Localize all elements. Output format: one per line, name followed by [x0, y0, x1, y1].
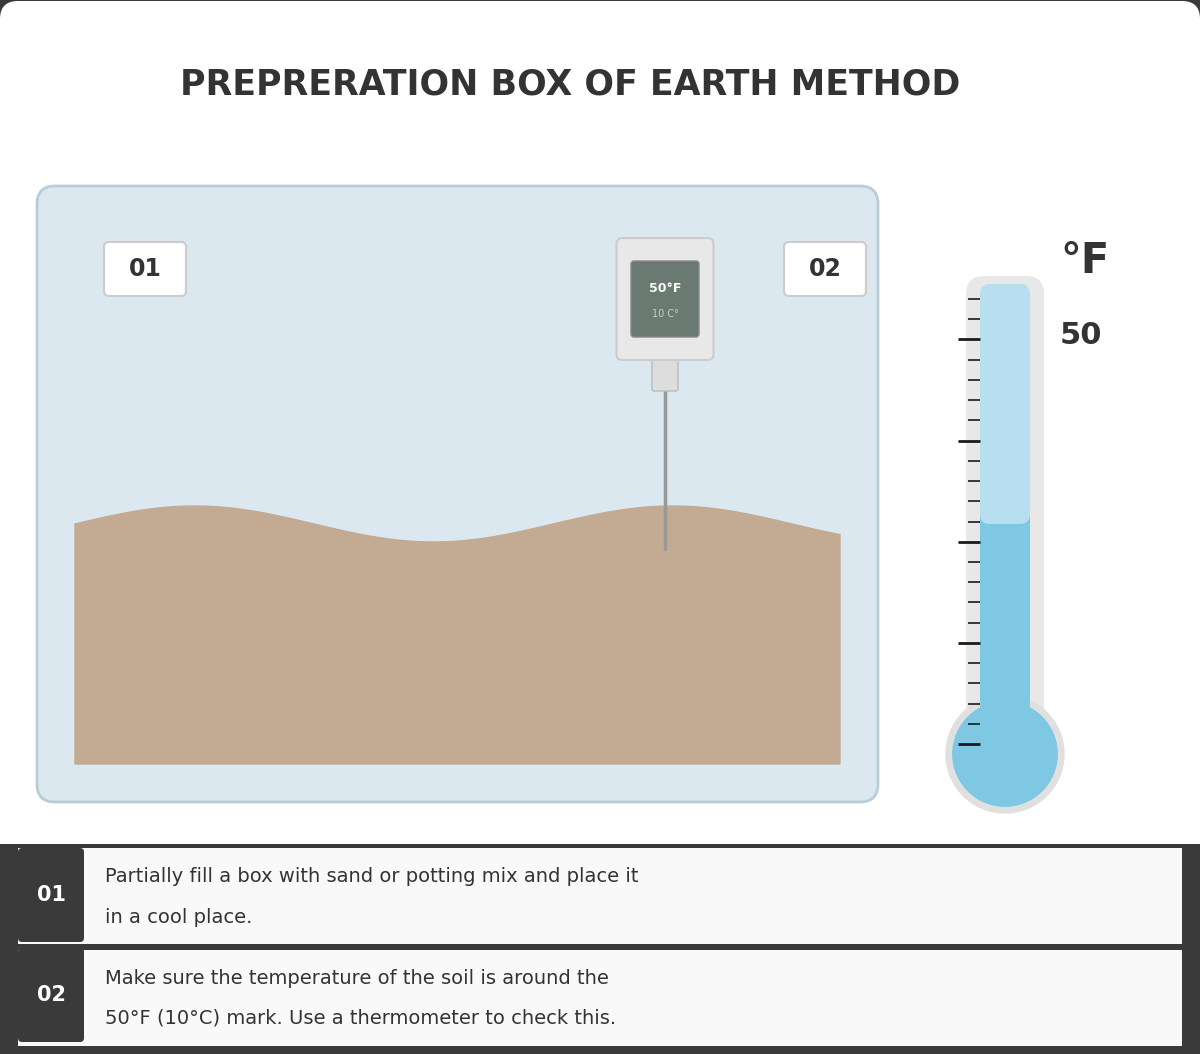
- Text: Partially fill a box with sand or potting mix and place it: Partially fill a box with sand or pottin…: [106, 867, 638, 886]
- Text: 01: 01: [36, 885, 66, 905]
- Circle shape: [953, 702, 1057, 806]
- Polygon shape: [74, 506, 840, 764]
- FancyBboxPatch shape: [966, 276, 1044, 767]
- Text: PREPRERATION BOX OF EARTH METHOD: PREPRERATION BOX OF EARTH METHOD: [180, 67, 960, 101]
- Bar: [0, 844, 1200, 1054]
- Text: 50°F: 50°F: [649, 282, 682, 295]
- Text: 01: 01: [128, 257, 162, 281]
- Bar: [18, 848, 1182, 946]
- FancyBboxPatch shape: [18, 948, 84, 1042]
- Text: 10 C°: 10 C°: [652, 310, 678, 319]
- Text: 50: 50: [1060, 321, 1103, 351]
- Text: 02: 02: [809, 257, 841, 281]
- Bar: [18, 948, 1182, 1046]
- FancyBboxPatch shape: [37, 186, 878, 802]
- Text: °F: °F: [1060, 240, 1109, 282]
- Text: 50°F (10°C) mark. Use a thermometer to check this.: 50°F (10°C) mark. Use a thermometer to c…: [106, 1009, 616, 1028]
- FancyBboxPatch shape: [980, 504, 1030, 759]
- Text: 02: 02: [36, 985, 66, 1006]
- Bar: [18, 944, 1182, 950]
- FancyBboxPatch shape: [18, 848, 84, 942]
- FancyBboxPatch shape: [980, 284, 1030, 524]
- Text: in a cool place.: in a cool place.: [106, 907, 252, 926]
- FancyBboxPatch shape: [631, 261, 698, 337]
- Circle shape: [946, 695, 1064, 813]
- Text: Make sure the temperature of the soil is around the: Make sure the temperature of the soil is…: [106, 969, 608, 988]
- FancyBboxPatch shape: [104, 242, 186, 296]
- FancyBboxPatch shape: [784, 242, 866, 296]
- FancyBboxPatch shape: [617, 238, 714, 360]
- FancyBboxPatch shape: [0, 1, 1200, 867]
- Circle shape: [953, 702, 1057, 806]
- FancyBboxPatch shape: [652, 352, 678, 391]
